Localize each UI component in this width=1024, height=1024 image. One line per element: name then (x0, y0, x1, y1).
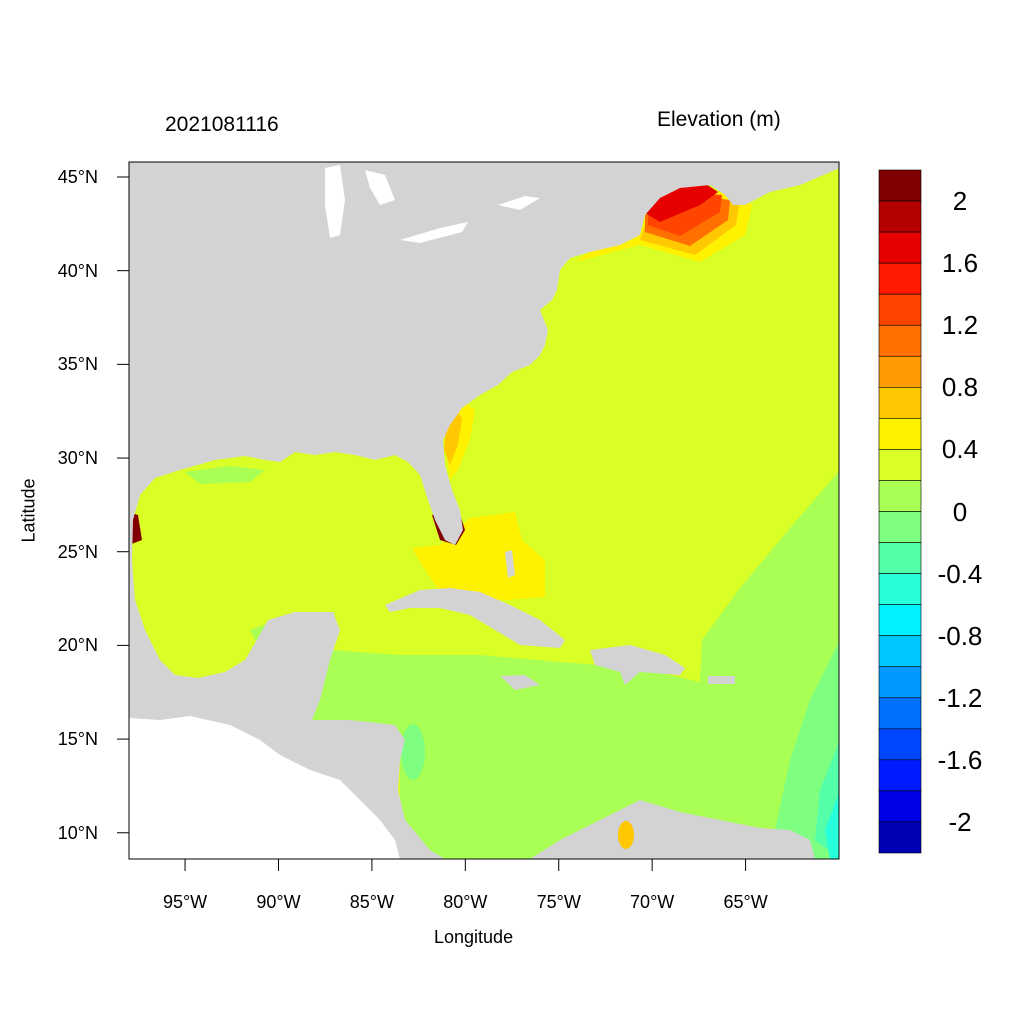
colorbar-label: 1.6 (941, 248, 979, 279)
plot-timestamp-title: 2021081116 (165, 113, 279, 136)
colorbar-swatch (878, 418, 922, 450)
y-tick-label: 10°N (57, 822, 98, 843)
colorbar-swatch (878, 480, 922, 512)
colorbar-label: 1.2 (941, 310, 979, 341)
ocean-zone-0-0.2-louisiana (185, 466, 265, 484)
lake-huron (365, 170, 395, 205)
lake-erie (400, 222, 468, 243)
x-tick-label: 80°W (443, 892, 488, 912)
colorbar-title: Elevation (m) (657, 108, 781, 131)
colorbar-swatch (878, 355, 922, 388)
land-south-america (530, 800, 815, 859)
colorbar-swatch (878, 169, 922, 202)
ocean-zone-0-0.2 (312, 471, 839, 859)
y-tick-label: 20°N (57, 635, 98, 656)
colorbar-swatch (878, 511, 922, 543)
x-tick-label: 85°W (349, 892, 394, 912)
y-tick-label: 15°N (57, 729, 98, 750)
x-tick-label: 95°W (162, 892, 208, 912)
axis-ticks (117, 176, 747, 871)
colorbar-label: 0.4 (941, 434, 979, 465)
x-tick-label: 70°W (630, 892, 675, 912)
colorbar-swatch (878, 293, 922, 326)
lake-michigan (325, 165, 345, 238)
lake-maracaibo (618, 821, 634, 849)
x-axis-title: Longitude (434, 927, 514, 947)
x-tick-label: 75°W (536, 892, 581, 912)
colorbar-swatch (878, 790, 922, 823)
colorbar-swatch (878, 666, 922, 699)
colorbar-swatch (878, 573, 922, 605)
land-jamaica (500, 675, 540, 690)
colorbar (878, 169, 922, 854)
y-axis-title: Latitude (18, 478, 39, 543)
land-cuba (385, 588, 565, 648)
colorbar-label: 2 (952, 186, 968, 217)
plot-frame (128, 161, 840, 860)
ocean-zone-neg0.2-0-honduras (401, 724, 425, 780)
y-tick-label: 45°N (57, 166, 98, 187)
colorbar-swatch (878, 604, 922, 636)
colorbar-label: -0.8 (937, 620, 983, 651)
colorbar-label: -1.6 (937, 744, 983, 775)
colorbar-swatch (878, 387, 922, 419)
colorbar-swatch (878, 231, 922, 264)
colorbar-swatch (878, 697, 922, 730)
land-hispaniola (590, 645, 685, 685)
x-tick-label: 90°W (256, 892, 301, 912)
pacific-outside-domain (129, 716, 400, 859)
colorbar-swatch (878, 542, 922, 574)
y-tick-label: 25°N (57, 541, 98, 562)
colorbar-swatch (878, 449, 922, 481)
colorbar-label: 0.8 (941, 372, 979, 403)
y-tick-label: 35°N (57, 354, 98, 375)
surge-zone-straits-yellow (412, 512, 545, 600)
colorbar-label: 0 (952, 496, 968, 527)
y-tick-label: 30°N (57, 448, 98, 469)
y-tick-label: 40°N (57, 260, 98, 281)
lake-ontario (498, 196, 540, 210)
land-north-america (129, 162, 839, 859)
colorbar-label: -0.4 (937, 558, 983, 589)
ocean-zone-neg0.6 (825, 792, 839, 859)
land-puerto-rico (708, 676, 735, 684)
colorbar-label: -2 (948, 806, 972, 837)
colorbar-swatch (878, 759, 922, 792)
colorbar-swatch (878, 200, 922, 233)
colorbar-label: -1.2 (937, 682, 983, 713)
colorbar-swatch (878, 324, 922, 357)
colorbar-swatch (878, 821, 922, 854)
x-tick-label: 65°W (723, 892, 768, 912)
land-andros (505, 550, 515, 578)
colorbar-swatch (878, 262, 922, 295)
colorbar-swatch (878, 728, 922, 761)
colorbar-swatch (878, 635, 922, 668)
